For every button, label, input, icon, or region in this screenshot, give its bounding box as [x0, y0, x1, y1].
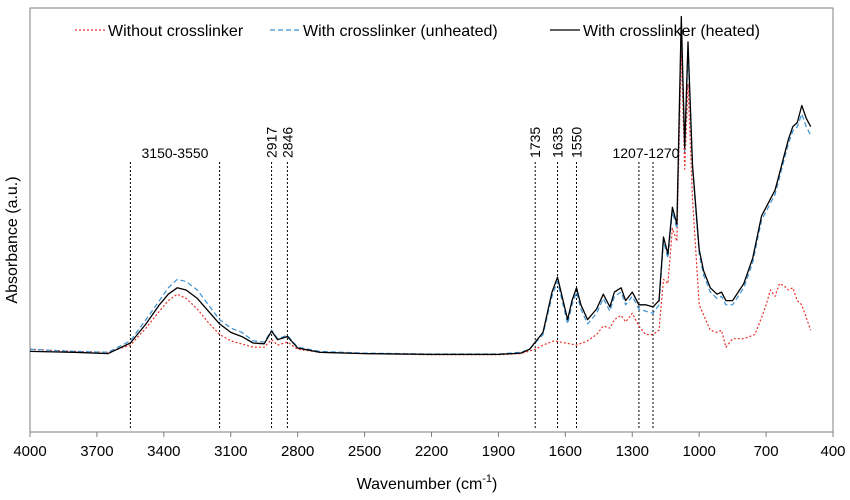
x-axis-title: Wavenumber (cm-1) [357, 473, 498, 493]
x-tick-label: 700 [754, 443, 779, 460]
annotation-label: 1550 [568, 127, 584, 158]
annotation-label: 3150-3550 [142, 145, 209, 161]
x-tick-label: 1600 [549, 443, 582, 460]
x-tick-label: 400 [820, 443, 845, 460]
x-tick-label: 3100 [214, 443, 247, 460]
series-line-3 [29, 15, 812, 356]
series-line-2 [29, 20, 812, 355]
x-tick-label: 3400 [147, 443, 180, 460]
annotations: 3150-3550 2917 2846 1735 1635 1550 1207-1270 [129, 127, 680, 430]
annotation-label: 2917 [264, 127, 280, 158]
x-axis: 4000 3700 3400 3100 2800 2500 2200 1900 1600 1300… [13, 432, 846, 460]
legend-label: With crosslinker (heated) [583, 23, 760, 40]
x-axis-title-superscript: -1 [482, 473, 492, 485]
x-tick-label: 1900 [482, 443, 515, 460]
x-tick-label: 2500 [348, 443, 381, 460]
legend: Without crosslinker With crosslinker (unh… [75, 23, 760, 40]
plot-frame [29, 7, 834, 433]
annotation-label: 2846 [279, 127, 295, 158]
series-line-1 [29, 49, 812, 356]
x-tick-label: 2200 [415, 443, 448, 460]
x-axis-title-close: ) [492, 476, 497, 493]
annotation-label: 1735 [527, 127, 543, 158]
x-tick-label: 3700 [80, 443, 113, 460]
x-tick-label: 1000 [682, 443, 715, 460]
series-layer [29, 15, 812, 356]
x-tick-label: 1300 [616, 443, 649, 460]
annotation-label: 1635 [550, 127, 566, 158]
y-axis-title: Absorbance (a.u.) [4, 176, 21, 303]
plot-border [29, 7, 834, 433]
legend-label: Without crosslinker [108, 23, 244, 40]
x-tick-label: 4000 [13, 443, 46, 460]
x-tick-label: 2800 [281, 443, 314, 460]
x-axis-title-text: Wavenumber (cm [357, 476, 483, 493]
legend-label: With crosslinker (unheated) [303, 23, 498, 40]
annotation-label: 1207-1270 [612, 145, 679, 161]
